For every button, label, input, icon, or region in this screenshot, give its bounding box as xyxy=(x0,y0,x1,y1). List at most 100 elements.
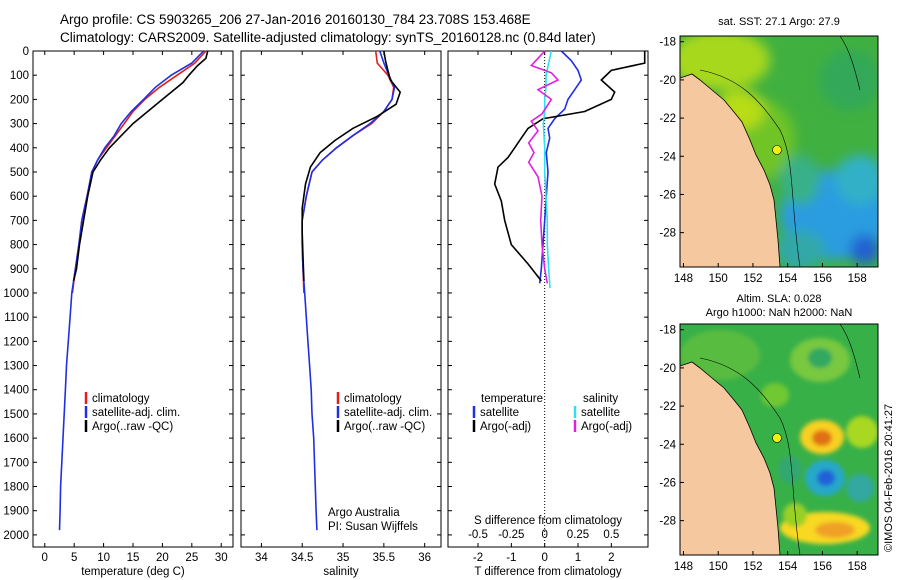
title-line-1: Argo profile: CS 5903265_206 27-Jan-2016… xyxy=(60,12,531,27)
x-tick-label: 34.5 xyxy=(291,552,313,564)
legend-label-sal-argo: Argo(-adj) xyxy=(581,421,632,433)
series-line-salinity-2 xyxy=(301,50,402,281)
top-x-tick-label: 0.25 xyxy=(567,529,589,541)
sst-map-title: sat. SST: 27.1 Argo: 27.9 xyxy=(718,16,840,28)
map-lon-label: 148 xyxy=(674,561,693,573)
x-tick-label: 25 xyxy=(185,552,198,564)
map-lon-label: 150 xyxy=(709,561,728,573)
map-lat-label: -24 xyxy=(659,151,676,163)
temperature-legend: climatology satellite-adj. clim. Argo(..… xyxy=(84,392,180,433)
legend-label-temp-satellite: satellite xyxy=(480,407,519,419)
depth-tick-label: 1900 xyxy=(3,506,29,518)
legend-header-temperature: temperature xyxy=(481,393,543,405)
legend-header-salinity: salinity xyxy=(583,393,618,405)
legend-label-climatology: climatology xyxy=(344,393,402,405)
x-tick-label: 30 xyxy=(215,552,228,564)
legend-label-satellite: satellite-adj. clim. xyxy=(344,407,432,419)
axis-ticks: 0 5 10 15 20 25 30 34 34.5 35 35.5 36 -2 -1 0 1 2 -0.5 -0.… xyxy=(33,50,648,564)
map-lat-label: -20 xyxy=(659,363,676,375)
map-lon-label: 156 xyxy=(813,561,832,573)
map-lat-label: -28 xyxy=(659,516,676,528)
map-lon-label: 158 xyxy=(848,273,867,285)
top-x-tick-label: 0.5 xyxy=(603,529,619,541)
map-lat-label: -22 xyxy=(659,113,676,125)
depth-tick-label: 600 xyxy=(10,191,29,203)
depth-tick-label: 500 xyxy=(10,167,29,179)
map-lon-label: 150 xyxy=(709,273,728,285)
sla-map-title: Altim. SLA: 0.028 xyxy=(737,293,822,305)
map-lat-label: -22 xyxy=(659,401,676,413)
sst-map-frame xyxy=(679,35,879,268)
depth-tick-label: 0 xyxy=(23,46,29,58)
sst-map-ticks: 148 150 152 154 156 158 -18 -20 -22 -24 -26 -28 xyxy=(659,37,866,285)
x-tick-label: 15 xyxy=(127,552,140,564)
x-tick-label: 0 xyxy=(541,552,547,564)
x-tick-label: 5 xyxy=(71,552,77,564)
depth-tick-label: 300 xyxy=(10,119,29,131)
legend-label-argo: Argo(..raw -QC) xyxy=(344,421,425,433)
salinity-plot-frame xyxy=(240,50,442,548)
s-difference-axis-label: S difference from climatology xyxy=(474,515,622,527)
temperature-plot-frame xyxy=(32,50,234,548)
legend-label-sal-satellite: satellite xyxy=(581,407,620,419)
temperature-axis-label: temperature (deg C) xyxy=(81,566,185,578)
x-tick-label: 0 xyxy=(42,552,48,564)
map-lon-label: 154 xyxy=(778,273,798,285)
depth-tick-label: 1500 xyxy=(3,409,29,421)
map-lon-label: 158 xyxy=(848,561,867,573)
x-tick-label: 10 xyxy=(97,552,110,564)
t-difference-axis-label: T difference from climatology xyxy=(474,566,621,578)
depth-tick-label: 1700 xyxy=(3,457,29,469)
series-line-salinity-0 xyxy=(301,50,395,294)
depth-tick-label: 1300 xyxy=(3,361,29,373)
x-tick-label: 1 xyxy=(575,552,581,564)
depth-tick-label: 1200 xyxy=(3,336,29,348)
depth-tick-label: 900 xyxy=(10,264,29,276)
legend-label-climatology: climatology xyxy=(92,393,150,405)
depth-tick-label: 2000 xyxy=(3,530,29,542)
profile-series xyxy=(58,50,646,531)
legend-label-satellite: satellite-adj. clim. xyxy=(92,407,180,419)
legend-label-temp-argo: Argo(-adj) xyxy=(480,421,531,433)
depth-tick-label: 200 xyxy=(10,94,29,106)
depth-tick-label: 1100 xyxy=(4,312,29,324)
map-lon-label: 152 xyxy=(743,273,762,285)
x-tick-label: 35 xyxy=(337,552,350,564)
salinity-axis-label: salinity xyxy=(323,566,358,578)
legend-label-argo: Argo(..raw -QC) xyxy=(92,421,173,433)
salinity-legend: climatology satellite-adj. clim. Argo(..… xyxy=(328,392,432,533)
depth-tick-label: 400 xyxy=(10,143,29,155)
title-line-2: Climatology: CARS2009. Satellite-adjuste… xyxy=(60,30,596,45)
credit-pi: PI: Susan Wijffels xyxy=(328,521,418,533)
depth-tick-label: 1400 xyxy=(3,385,29,397)
map-lon-label: 154 xyxy=(778,561,798,573)
top-x-tick-label: -0.5 xyxy=(468,529,488,541)
depth-tick-label: 1800 xyxy=(3,482,29,494)
map-lat-label: -26 xyxy=(659,189,676,201)
difference-legend: temperature salinity satellite Argo(-adj… xyxy=(472,393,632,433)
x-tick-label: -1 xyxy=(506,552,516,564)
sst-map-field xyxy=(680,36,878,267)
top-x-tick-label: -0.25 xyxy=(498,529,524,541)
map-lat-label: -18 xyxy=(659,37,676,49)
series-line-difference-0 xyxy=(538,50,583,284)
sla-map-subtitle: Argo h1000: NaN h2000: NaN xyxy=(706,307,853,319)
map-lat-label: -24 xyxy=(659,439,676,451)
x-tick-label: 20 xyxy=(156,552,169,564)
map-lon-label: 148 xyxy=(674,273,693,285)
sla-map-ticks: 148 150 152 154 156 158 -18 -20 -22 -24 -26 -28 xyxy=(659,325,866,573)
series-line-salinity-1 xyxy=(301,50,396,531)
difference-plot-frame xyxy=(447,50,649,548)
map-lat-label: -18 xyxy=(659,325,676,337)
map-lon-label: 156 xyxy=(813,273,832,285)
sla-map-frame xyxy=(679,323,879,556)
series-line-difference-3 xyxy=(527,50,560,284)
copyright-footer: ©IMOS 04-Feb-2016 20:41:27 xyxy=(883,404,895,552)
depth-tick-label: 1600 xyxy=(3,433,29,445)
x-tick-label: 36 xyxy=(418,552,431,564)
x-tick-label: 34 xyxy=(255,552,268,564)
series-line-temperature-2 xyxy=(72,50,209,282)
series-line-difference-1 xyxy=(493,51,646,282)
map-lat-label: -28 xyxy=(659,228,676,240)
